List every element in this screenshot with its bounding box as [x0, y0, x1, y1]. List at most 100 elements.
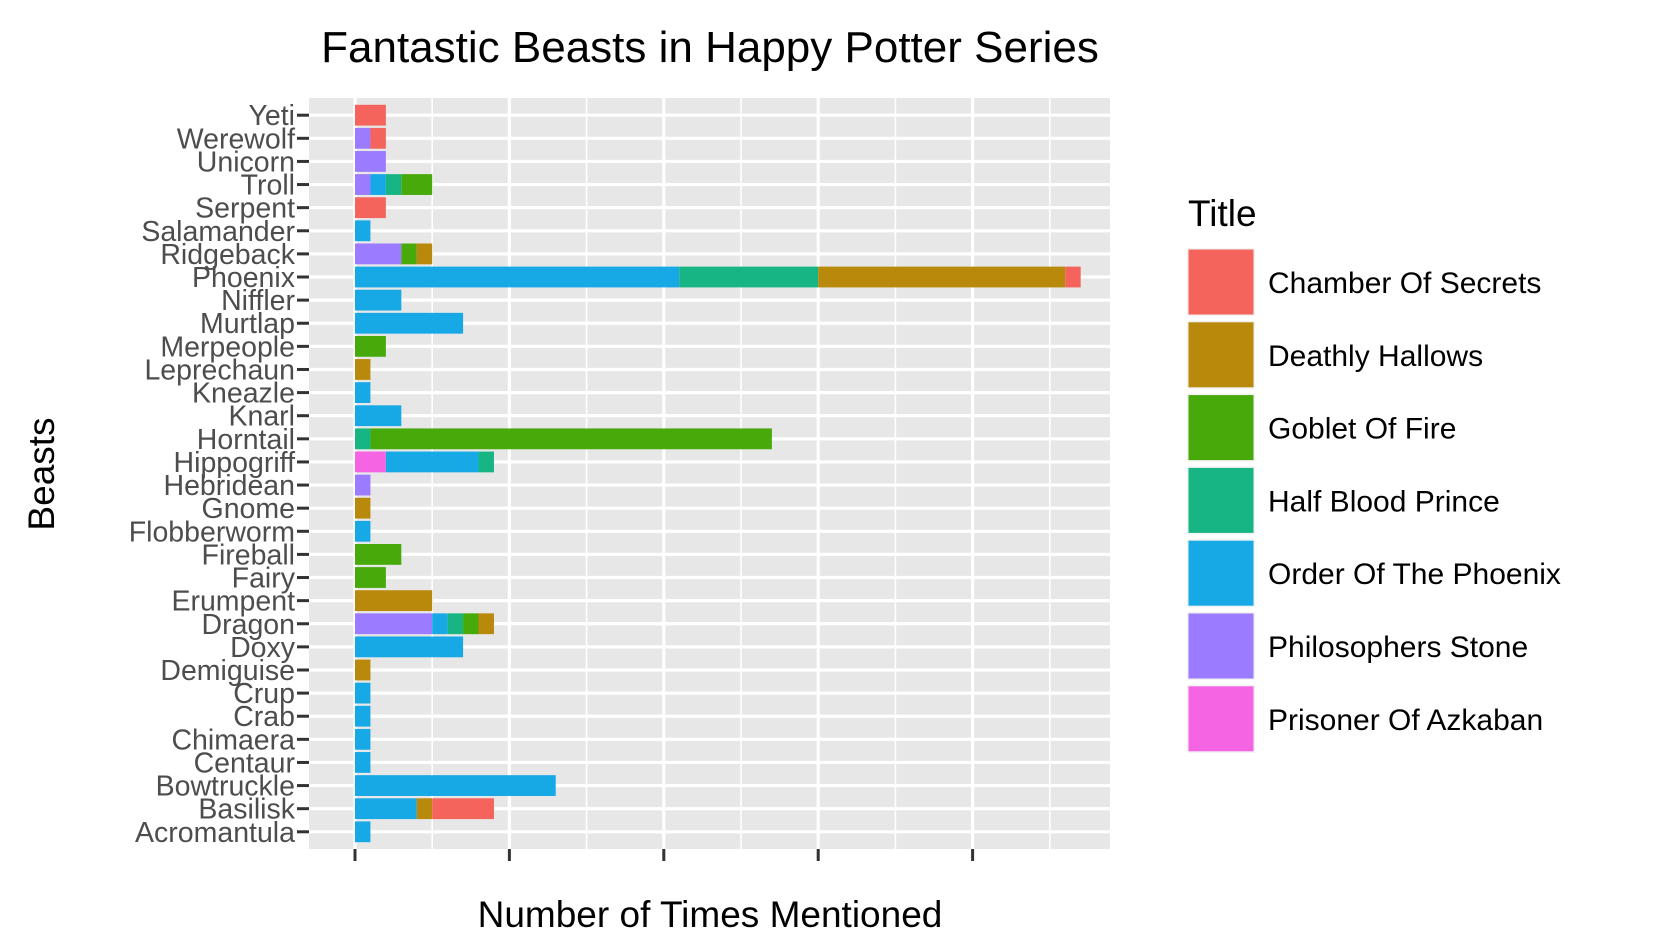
bar-segment	[416, 243, 433, 265]
bar-segment	[355, 474, 371, 496]
y-tick-label: Horntail	[197, 424, 295, 456]
y-tick-label: Chimaera	[171, 724, 295, 756]
y-tick-label: Niffler	[221, 285, 295, 317]
legend-swatch	[1188, 540, 1254, 606]
bar-segment	[355, 590, 433, 612]
bar-segment	[355, 382, 371, 403]
y-tick-label: Troll	[241, 170, 295, 202]
legend-label: Philosophers Stone	[1268, 631, 1528, 664]
bar-segment	[401, 243, 417, 265]
bar-segment	[355, 220, 371, 242]
legend-label: Order Of The Phoenix	[1268, 558, 1561, 591]
bars-layer	[355, 104, 1081, 843]
bar-segment	[355, 821, 371, 843]
bar-segment	[355, 451, 386, 473]
y-tick-label: Unicorn	[197, 146, 295, 178]
bar-segment	[463, 613, 479, 635]
bar-segment	[355, 659, 371, 681]
bar-segment	[432, 798, 494, 820]
bar-segment	[385, 451, 479, 473]
bar-segment	[1065, 266, 1081, 288]
y-tick-label: Fireball	[202, 539, 295, 571]
y-tick-label: Flobberworm	[129, 516, 295, 548]
y-tick-label: Bowtruckle	[156, 771, 295, 803]
bar-segment	[355, 405, 402, 427]
bar-segment	[355, 520, 371, 542]
y-tick-label: Dragon	[202, 609, 295, 641]
bar-segment	[355, 174, 371, 195]
y-tick-label: Crab	[233, 701, 295, 733]
y-tick-label: Gnome	[202, 493, 295, 525]
legend-label: Half Blood Prince	[1268, 485, 1500, 518]
chart-title: Fantastic Beasts in Happy Potter Series	[321, 23, 1099, 72]
bar-segment	[370, 428, 772, 450]
bar-segment	[355, 359, 371, 380]
y-tick-label: Basilisk	[198, 794, 295, 826]
bar-segment	[355, 544, 402, 565]
y-tick-label: Demiguise	[160, 655, 295, 687]
y-tick-label: Crup	[233, 678, 295, 710]
bar-segment	[401, 174, 433, 195]
x-axis-label: Number of Times Mentioned	[478, 894, 943, 935]
y-tick-label: Leprechaun	[144, 354, 295, 386]
y-tick-label: Werewolf	[177, 123, 295, 155]
plot-panel	[309, 98, 1110, 849]
bar-segment	[355, 567, 386, 588]
legend-swatch	[1188, 467, 1254, 533]
bar-segment	[370, 174, 386, 195]
y-tick-label: Murtlap	[200, 308, 295, 340]
bar-segment	[355, 428, 371, 450]
legend: Title Chamber Of Secrets Deathly Hallows G…	[1187, 193, 1561, 753]
y-tick-label: Yeti	[249, 100, 296, 132]
y-tick-label: Hebridean	[163, 470, 295, 502]
y-tick-label: Kneazle	[192, 378, 295, 410]
bar-segment	[355, 728, 371, 750]
legend-swatch	[1188, 322, 1254, 388]
bar-segment	[679, 266, 819, 288]
bar-segment	[478, 613, 494, 635]
bar-segment	[416, 798, 433, 820]
bar-segment	[355, 613, 433, 635]
bar-segment	[355, 312, 464, 334]
bar-segment	[355, 197, 386, 219]
legend-label: Goblet Of Fire	[1268, 413, 1456, 446]
y-tick-label: Serpent	[195, 193, 295, 225]
bar-segment	[355, 705, 371, 727]
legend-label: Deathly Hallows	[1268, 340, 1483, 373]
y-tick-label: Salamander	[141, 216, 295, 248]
y-tick-label: Erumpent	[171, 586, 295, 618]
bar-segment	[355, 289, 402, 311]
legend-label: Chamber Of Secrets	[1268, 267, 1541, 300]
bar-segment	[355, 243, 402, 265]
bar-segment	[355, 266, 680, 288]
bar-segment	[385, 174, 402, 195]
bar-segment	[355, 798, 417, 820]
legend-label: Prisoner Of Azkaban	[1268, 704, 1543, 737]
y-tick-label: Hippogriff	[174, 447, 296, 479]
bar-segment	[432, 613, 448, 635]
y-tick-label: Knarl	[228, 401, 295, 433]
x-axis	[353, 849, 975, 861]
bar-segment	[355, 775, 556, 796]
legend-swatch	[1188, 249, 1254, 315]
bar-segment	[355, 682, 371, 704]
y-tick-label: Phoenix	[192, 262, 295, 294]
bar-segment	[370, 127, 386, 149]
bar-segment	[818, 266, 1066, 288]
bar-segment	[447, 613, 464, 635]
bar-segment	[355, 636, 464, 658]
y-tick-label: Ridgeback	[160, 239, 295, 271]
bar-segment	[355, 127, 371, 149]
bar-segment	[478, 451, 494, 473]
legend-title: Title	[1188, 193, 1257, 234]
legend-swatch	[1188, 686, 1254, 752]
y-axis: AcromantulaBasiliskBowtruckleCentaurChim…	[129, 100, 309, 849]
bar-segment	[355, 151, 386, 172]
bar-segment	[355, 335, 386, 357]
y-tick-label: Doxy	[230, 632, 296, 664]
y-axis-label: Beasts	[21, 417, 62, 530]
y-tick-label: Centaur	[194, 747, 296, 779]
y-tick-label: Fairy	[232, 563, 296, 595]
